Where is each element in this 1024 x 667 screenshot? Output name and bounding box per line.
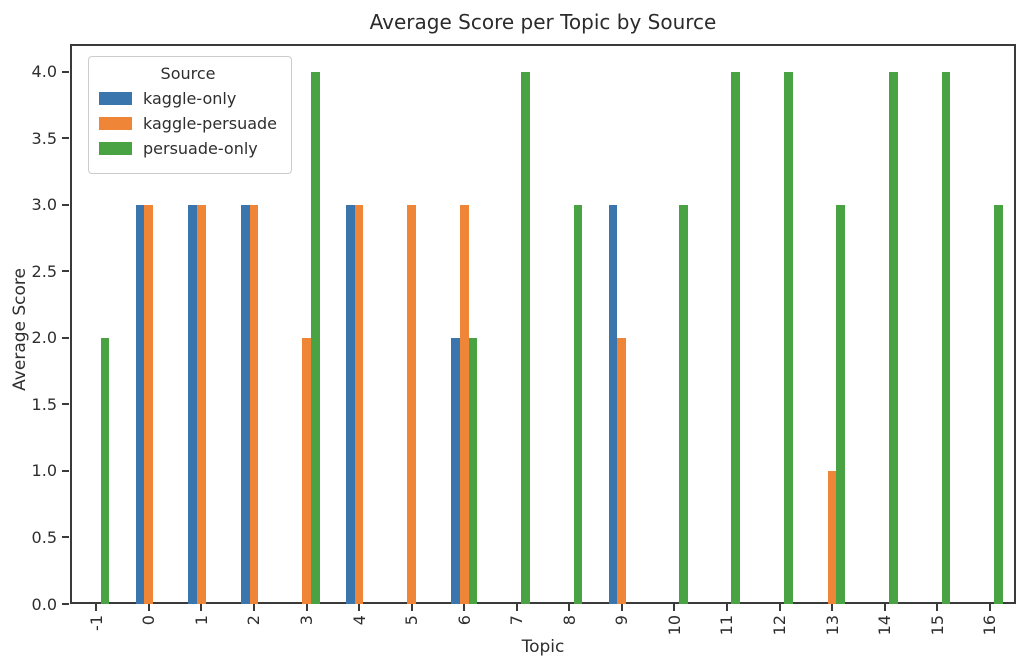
y-tick-label: 3.5 <box>31 128 57 148</box>
y-tick-mark <box>62 403 69 406</box>
x-tick-mark <box>147 604 150 611</box>
x-tick-mark <box>831 604 834 611</box>
y-tick-mark <box>62 203 69 206</box>
x-tick-mark <box>463 604 466 611</box>
y-tick-label: 1.0 <box>31 461 57 481</box>
y-tick-label: 1.5 <box>31 394 57 414</box>
legend-label: kaggle-only <box>143 89 237 108</box>
x-tick-mark <box>95 604 98 611</box>
y-tick-mark <box>62 70 69 73</box>
y-tick-label: 0.5 <box>31 527 57 547</box>
x-axis-label: Topic <box>521 637 565 657</box>
y-tick-mark <box>62 270 69 273</box>
legend-swatch-kaggle-persuade <box>99 117 132 130</box>
legend-swatch-persuade-only <box>99 142 132 155</box>
x-tick-mark <box>778 604 781 611</box>
legend-row-kaggle-persuade: kaggle-persuade <box>99 114 277 133</box>
x-tick-mark <box>673 604 676 611</box>
x-tick-mark <box>515 604 518 611</box>
y-tick-mark <box>62 603 69 605</box>
legend-row-kaggle-only: kaggle-only <box>99 89 277 108</box>
x-tick-label: 1 <box>191 615 211 626</box>
x-tick-label: 13 <box>822 615 842 636</box>
x-tick-label: 6 <box>454 615 474 626</box>
x-tick-label: 4 <box>349 615 369 626</box>
y-tick-label: 4.0 <box>31 62 57 82</box>
x-tick-label: 16 <box>980 615 1000 636</box>
x-tick-label: -1 <box>86 615 106 631</box>
legend-swatch-kaggle-only <box>99 92 132 105</box>
x-tick-label: 12 <box>770 615 789 636</box>
legend-label: persuade-only <box>143 139 258 158</box>
x-tick-mark <box>305 604 308 611</box>
x-tick-mark <box>252 604 255 611</box>
y-tick-label: 3.0 <box>31 195 57 215</box>
y-axis-label: Average Score <box>10 268 30 391</box>
y-tick-mark <box>62 536 69 539</box>
x-tick-mark <box>358 604 361 611</box>
x-tick-mark <box>200 604 203 611</box>
x-tick-mark <box>410 604 413 611</box>
x-tick-label: 10 <box>664 615 684 636</box>
x-tick-label: 2 <box>244 615 264 626</box>
x-tick-mark <box>988 604 991 611</box>
x-tick-label: 0 <box>139 615 159 626</box>
x-tick-label: 8 <box>559 615 579 626</box>
x-tick-label: 11 <box>717 615 737 636</box>
x-tick-mark <box>725 604 728 611</box>
legend-row-persuade-only: persuade-only <box>99 139 277 158</box>
x-tick-mark <box>568 604 571 611</box>
legend-label: kaggle-persuade <box>143 114 278 133</box>
x-tick-label: 7 <box>507 615 527 626</box>
legend-title: Source <box>160 64 216 83</box>
y-tick-label: 0.0 <box>31 594 57 614</box>
y-tick-mark <box>62 137 69 140</box>
chart-title: Average Score per Topic by Source <box>369 10 717 34</box>
x-tick-label: 9 <box>612 615 632 626</box>
y-tick-mark <box>62 469 69 472</box>
y-tick-mark <box>62 336 69 339</box>
x-tick-mark <box>620 604 623 611</box>
x-tick-label: 15 <box>927 615 947 636</box>
x-tick-label: 5 <box>402 615 422 626</box>
x-tick-label: 3 <box>297 615 316 626</box>
legend: Source kaggle-only kaggle-persuade persuad… <box>88 56 293 174</box>
legend-items: kaggle-only kaggle-persuade persuade-only <box>99 89 277 158</box>
x-tick-mark <box>883 604 886 611</box>
x-tick-mark <box>936 604 939 611</box>
x-tick-label: 14 <box>875 615 895 636</box>
